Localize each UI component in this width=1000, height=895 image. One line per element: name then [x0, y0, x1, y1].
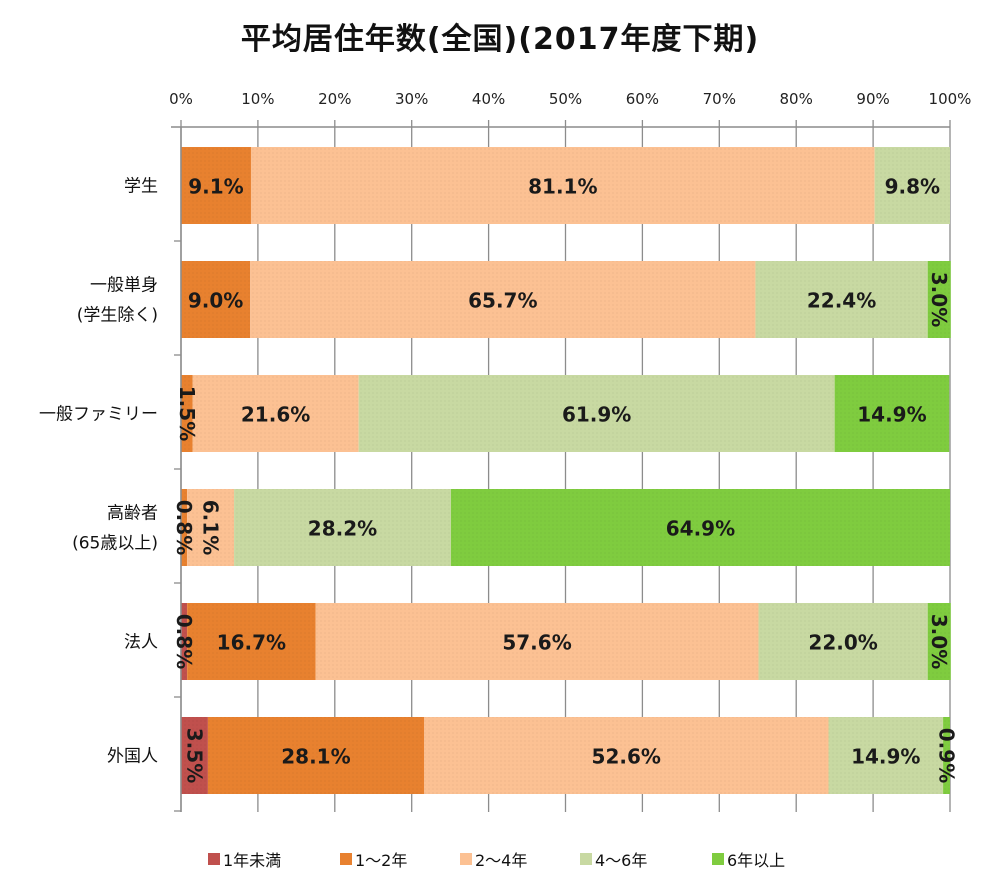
x-tick-label: 30% [395, 90, 428, 108]
bar-segment-texture [234, 489, 451, 566]
bar-segment-texture [207, 717, 425, 794]
bars [181, 147, 951, 794]
category-label: 高齢者 [107, 504, 158, 524]
data-label: 57.6% [502, 631, 571, 655]
data-label: 64.9% [666, 517, 735, 541]
x-tick-label: 40% [472, 90, 505, 108]
data-label: 22.4% [807, 289, 876, 313]
legend-label: 4〜6年 [595, 851, 647, 870]
chart-title: 平均居住年数(全国)(2017年度下期) [240, 22, 760, 57]
bar-segment-texture [250, 147, 875, 224]
bar-segment-texture [181, 489, 188, 566]
bar-segment-texture [758, 603, 928, 680]
bar-segment-texture [181, 147, 251, 224]
bar-segment-texture [187, 603, 316, 680]
bar-segment-texture [450, 489, 950, 566]
data-label: 0.8% [172, 500, 196, 555]
category-label: (65歳以上) [72, 534, 158, 554]
x-tick-label: 50% [549, 90, 582, 108]
data-label: 61.9% [562, 403, 631, 427]
bar-segment-texture [358, 375, 835, 452]
category-label: (学生除く) [77, 306, 158, 326]
bar-segment-texture [943, 717, 950, 794]
x-tick-label: 20% [318, 90, 351, 108]
legend-swatch [340, 853, 352, 865]
x-tick-label: 0% [169, 90, 193, 108]
bar-segment-texture [250, 261, 756, 338]
data-label: 28.1% [281, 745, 350, 769]
data-label: 3.5% [182, 728, 206, 783]
legend-label: 2〜4年 [475, 851, 527, 870]
data-label: 22.0% [808, 631, 877, 655]
data-label: 21.6% [241, 403, 310, 427]
data-label: 9.0% [188, 289, 243, 313]
x-tick-label: 90% [856, 90, 889, 108]
data-label: 81.1% [528, 175, 597, 199]
bar-segment-texture [315, 603, 759, 680]
data-label: 14.9% [851, 745, 920, 769]
data-label: 6.1% [199, 500, 223, 555]
legend-swatch [208, 853, 220, 865]
bar-segment-texture [181, 603, 188, 680]
bar-segment-texture [187, 489, 235, 566]
x-tick-label: 70% [703, 90, 736, 108]
data-label: 9.8% [885, 175, 940, 199]
x-tick-label: 100% [929, 90, 972, 108]
legend-label: 1年未満 [223, 851, 281, 870]
data-label: 3.0% [927, 614, 951, 669]
data-label: 0.8% [172, 614, 196, 669]
legend: 1年未満 1〜2年 2〜4年 4〜6年 6年以上 [208, 851, 785, 870]
bar-segment-texture [755, 261, 928, 338]
bar-segment-texture [424, 717, 829, 794]
category-label: 法人 [124, 633, 158, 653]
bar-segment-texture [927, 261, 951, 338]
bar-segment-texture [181, 717, 208, 794]
legend-label: 1〜2年 [355, 851, 407, 870]
data-label: 0.9% [935, 728, 959, 783]
data-label: 28.2% [308, 517, 377, 541]
bar-segment-texture [828, 717, 944, 794]
bar-segment-texture [927, 603, 951, 680]
data-label: 3.0% [927, 272, 951, 327]
data-label: 14.9% [857, 403, 926, 427]
x-tick-label: 80% [780, 90, 813, 108]
x-tick-label: 10% [241, 90, 274, 108]
bar-segment-texture [181, 261, 251, 338]
data-labels: 9.1% 81.1% 9.8% 9.0% 65.7% 22.4% 3.0% 1.5% 21.6%… [172, 175, 958, 784]
legend-swatch [712, 853, 724, 865]
data-label: 16.7% [217, 631, 286, 655]
data-label: 65.7% [468, 289, 537, 313]
legend-swatch [580, 853, 592, 865]
legend-label: 6年以上 [727, 851, 785, 870]
category-label: 外国人 [107, 747, 158, 767]
category-label: 一般単身 [90, 276, 158, 296]
bar-segment-texture [192, 375, 359, 452]
legend-swatch [460, 853, 472, 865]
data-label: 52.6% [592, 745, 661, 769]
bar-segment-texture [874, 147, 950, 224]
category-label: 学生 [124, 177, 158, 197]
category-label: 一般ファミリー [39, 405, 158, 425]
data-label: 1.5% [175, 386, 199, 441]
grid-lines [180, 120, 951, 812]
x-tick-label: 60% [626, 90, 659, 108]
bar-segment-texture [834, 375, 950, 452]
data-label: 9.1% [188, 175, 243, 199]
bar-segment-texture [181, 375, 193, 452]
